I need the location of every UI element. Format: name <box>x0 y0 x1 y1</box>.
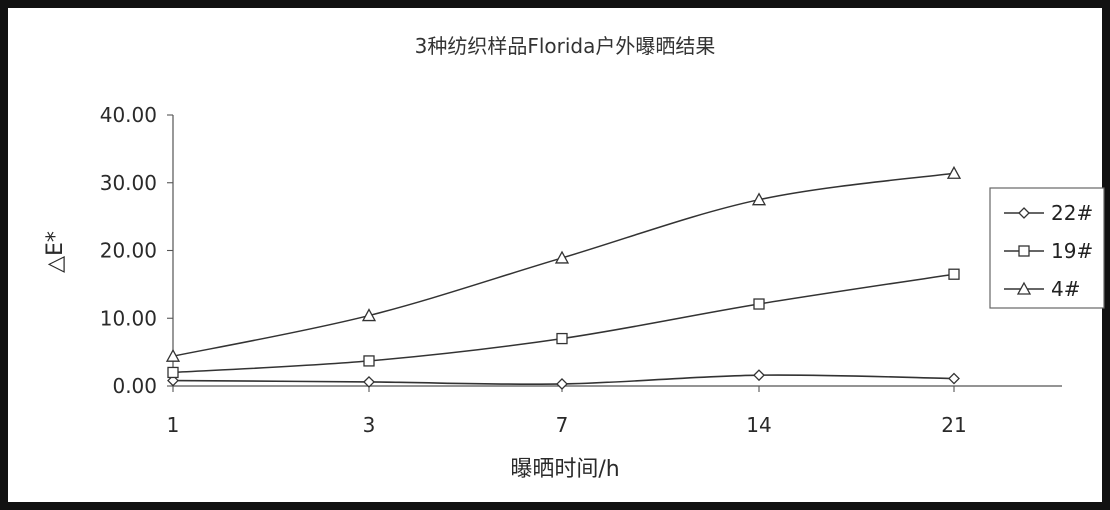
data-point-1-3 <box>556 378 568 390</box>
series-line-3 <box>172 172 955 357</box>
data-point-2-2 <box>363 355 375 367</box>
chart-title: 3种纺织样品Florida户外曝晒结果 <box>415 34 716 58</box>
legend-label: 19# <box>1051 239 1093 263</box>
data-point-1-2 <box>363 376 375 388</box>
series-layer <box>165 165 962 390</box>
x-tick-label: 3 <box>363 413 376 437</box>
data-point-1-5 <box>948 372 960 385</box>
x-tick-label: 21 <box>941 413 966 437</box>
series-2 <box>167 268 960 379</box>
legend-entry-1: 22# <box>1004 201 1093 225</box>
x-tick-label: 14 <box>746 413 771 437</box>
legend-entry-2: 19# <box>1004 239 1093 263</box>
y-tick-label: 30.00 <box>100 171 157 195</box>
data-point-2-4 <box>753 298 765 310</box>
data-point-3-4 <box>751 192 767 206</box>
y-axis-label: △E* <box>43 231 68 273</box>
y-tick-label: 40.00 <box>100 103 157 127</box>
legend-marker <box>1016 281 1032 295</box>
data-point-2-5 <box>948 268 960 280</box>
data-point-3-3 <box>554 250 570 264</box>
legend-marker <box>1018 245 1030 257</box>
data-point-2-1 <box>167 366 179 379</box>
legend-box <box>989 187 1105 309</box>
data-point-3-5 <box>946 165 962 179</box>
x-axis-label: 曝晒时间/h <box>510 457 619 482</box>
data-point-2-3 <box>556 332 568 345</box>
series-line-2 <box>172 273 955 374</box>
data-point-1-4 <box>753 369 765 382</box>
series-1 <box>167 369 960 390</box>
x-axis: 1 3 7 14 21 <box>167 385 1062 437</box>
data-point-3-1 <box>165 348 181 362</box>
y-axis: 0.00 10.00 20.00 30.00 40.00 <box>100 103 174 398</box>
y-tick-label: 0.00 <box>112 374 157 398</box>
legend-marker <box>1018 207 1030 219</box>
x-tick-label: 1 <box>167 413 180 437</box>
series-3 <box>165 165 962 362</box>
y-tick-label: 10.00 <box>100 306 157 330</box>
legend-label: 4# <box>1051 277 1080 301</box>
y-tick-label: 20.00 <box>100 239 157 263</box>
legend-label: 22# <box>1051 201 1093 225</box>
x-tick-label: 7 <box>556 413 569 437</box>
legend-entry-3: 4# <box>1004 277 1080 301</box>
legend: 22# 19# 4# <box>989 187 1105 309</box>
data-point-3-2 <box>361 308 377 322</box>
